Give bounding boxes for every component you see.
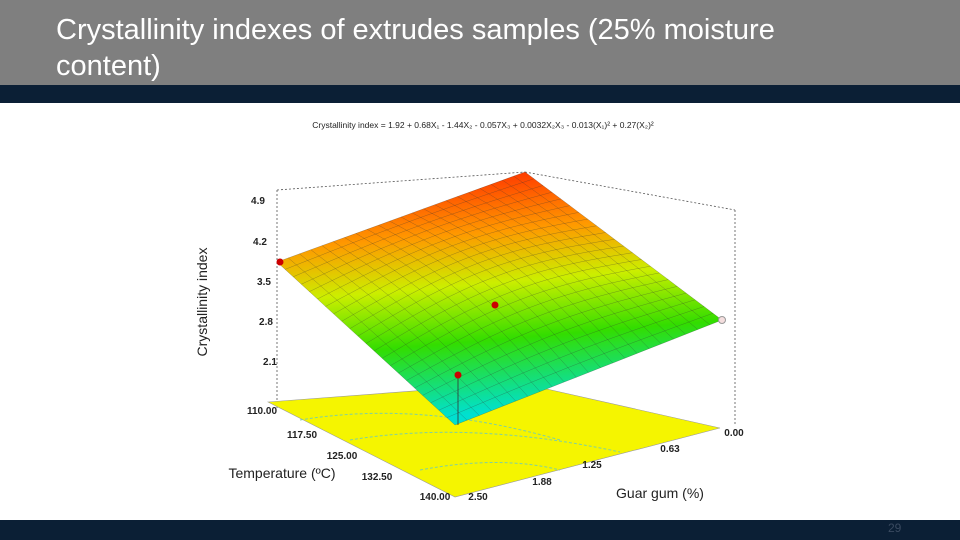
mesh-line [434, 204, 626, 359]
mesh-line [390, 266, 651, 366]
z-tick-label: 4.9 [251, 196, 265, 207]
design-point [454, 371, 462, 379]
mesh-line [422, 292, 687, 396]
mesh-line [513, 175, 711, 325]
equation: Crystallinity index = 1.92 + 0.68X₁ - 1.… [312, 120, 654, 130]
mesh-line [374, 252, 633, 352]
page-number: 29 [888, 521, 902, 535]
x-tick-label: 140.00 [420, 492, 451, 503]
design-point [718, 316, 726, 324]
mesh-line [414, 286, 678, 389]
y-tick-label: 1.88 [532, 477, 552, 488]
z-tick-label: 3.5 [257, 277, 271, 288]
y-tick-label: 2.50 [468, 492, 488, 503]
z-axis-label: Crystallinity index [194, 248, 210, 357]
mesh-line [423, 208, 613, 364]
z-tick-label: 4.2 [253, 237, 267, 248]
mesh-line [502, 180, 698, 330]
mesh-line [406, 279, 669, 381]
mesh-line [491, 184, 686, 335]
contour-lines [299, 412, 621, 471]
mesh-line [382, 259, 642, 359]
mesh-line [365, 245, 624, 344]
x-axis-label: Temperature (ºC) [228, 465, 335, 481]
x-tick-label: 132.50 [362, 472, 393, 483]
header-stripe [0, 85, 960, 103]
mesh-line [446, 313, 714, 418]
header-band [0, 0, 960, 85]
y-tick-label: 1.25 [582, 460, 602, 471]
mesh-line [438, 306, 705, 411]
mesh-line [454, 319, 723, 426]
mesh-line [412, 212, 601, 368]
mesh-line [479, 188, 674, 340]
footer-band [0, 520, 960, 540]
x-tick-label: 117.50 [287, 430, 317, 441]
design-point [276, 258, 284, 266]
z-tick-label: 2.8 [259, 317, 273, 328]
response-surface [277, 172, 722, 425]
y-tick-label: 0.00 [724, 428, 744, 439]
mesh-line [468, 192, 662, 345]
y-axis-label: Guar gum (%) [616, 485, 704, 501]
mesh-line [430, 299, 696, 403]
y-tick-label: 0.63 [660, 444, 680, 455]
z-tick-label: 2.1 [263, 357, 277, 368]
x-tick-label: 125.00 [327, 451, 358, 462]
axis-box [276, 171, 736, 425]
mesh-line [398, 272, 660, 374]
mesh-line [446, 200, 638, 354]
x-tick-label: 110.00 [247, 406, 277, 417]
slide-title: Crystallinity indexes of extrudes sample… [56, 14, 775, 82]
design-point [491, 301, 499, 309]
surface-mesh [276, 171, 723, 426]
mesh-line [457, 196, 650, 349]
mesh-line [524, 171, 723, 321]
